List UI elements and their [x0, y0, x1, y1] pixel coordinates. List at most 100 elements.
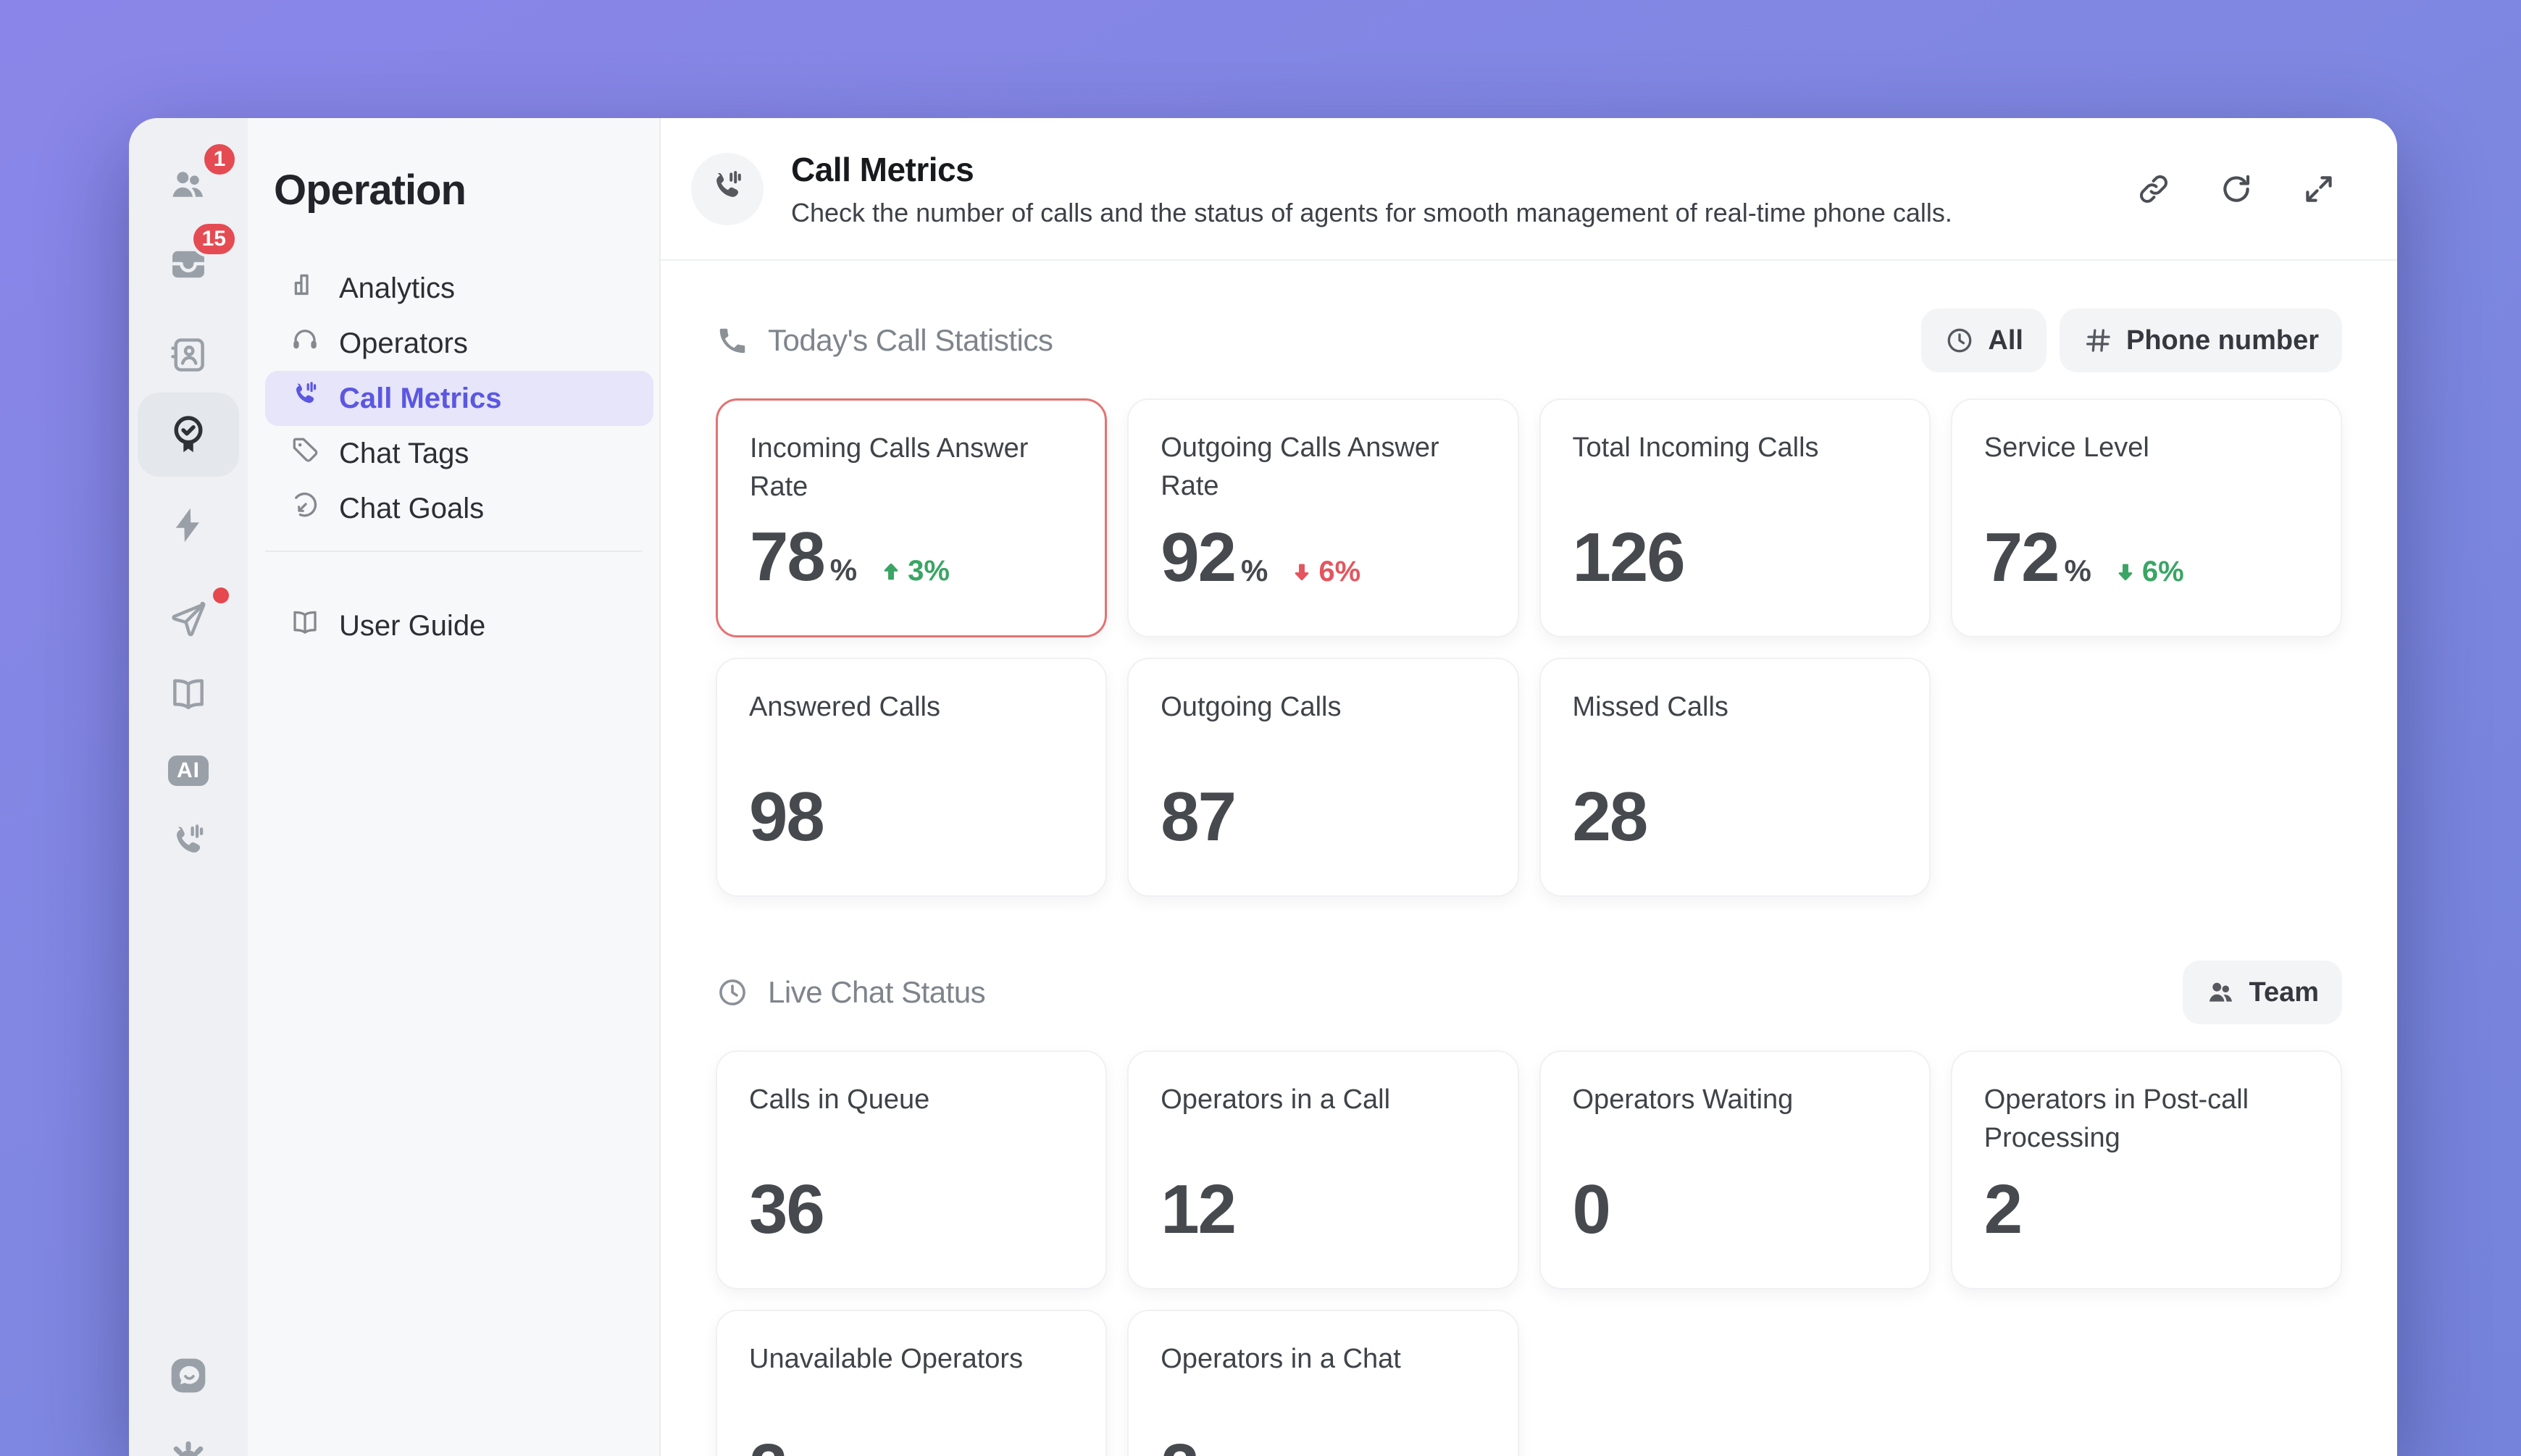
lightning-icon — [168, 505, 209, 545]
menu-footer-list: User Guide — [248, 598, 659, 653]
stat-card-missed-calls[interactable]: Missed Calls 28 — [1539, 658, 1931, 897]
stat-card-unavailable-operators[interactable]: Unavailable Operators 2 — [716, 1310, 1108, 1456]
phone-waves-icon — [290, 380, 320, 417]
rail-item-automation[interactable] — [168, 505, 209, 545]
header-actions — [2136, 172, 2336, 206]
inbox-badge: 15 — [190, 221, 238, 257]
stat-card-operators-in-chat[interactable]: Operators in a Chat 2 — [1127, 1310, 1519, 1456]
stat-card-calls-in-queue[interactable]: Calls in Queue 36 — [716, 1050, 1108, 1289]
phone-waves-icon — [708, 168, 746, 209]
operation-menu: Operation Analytics Operat — [248, 118, 661, 1456]
stat-label: Answered Calls — [749, 692, 940, 722]
rail-item-settings[interactable] — [168, 1441, 209, 1456]
menu-list: Analytics Operators Call Metrics — [248, 261, 659, 536]
award-icon — [166, 412, 211, 457]
filter-label: All — [1988, 325, 2023, 356]
stat-card-outgoing-calls[interactable]: Outgoing Calls 87 — [1127, 658, 1519, 897]
stat-value: 72 % 6% — [1983, 518, 2184, 596]
stat-value: 92 % 6% — [1161, 518, 1361, 596]
main-panel: Call Metrics Check the number of calls a… — [661, 118, 2397, 1456]
analytics-icon — [290, 269, 320, 307]
stat-label: Operators Waiting — [1572, 1084, 1794, 1115]
filter-phone-number-button[interactable]: Phone number — [2059, 309, 2342, 372]
stat-label: Missed Calls — [1572, 692, 1728, 722]
filter-label: Team — [2249, 976, 2319, 1008]
section-today-call-statistics: Today's Call Statistics All Phone number — [716, 309, 2342, 372]
filter-all-button[interactable]: All — [1921, 309, 2047, 372]
section-live-chat-status: Live Chat Status Team — [716, 961, 2342, 1024]
rail-item-contacts[interactable] — [168, 335, 209, 375]
trend-down-icon: 6% — [2113, 556, 2184, 588]
goal-icon — [290, 490, 320, 527]
stat-card-total-incoming[interactable]: Total Incoming Calls 126 — [1539, 398, 1931, 637]
rail-item-app-logo[interactable] — [168, 1355, 209, 1396]
stat-value: 0 — [1572, 1170, 1611, 1248]
refresh-icon[interactable] — [2219, 172, 2254, 206]
menu-item-chat-tags[interactable]: Chat Tags — [265, 426, 653, 481]
page-content: Today's Call Statistics All Phone number — [661, 261, 2397, 1456]
send-icon — [168, 599, 209, 640]
menu-item-label: Chat Goals — [339, 492, 485, 524]
filter-label: Phone number — [2125, 325, 2319, 356]
section-filters: Team — [2182, 961, 2342, 1024]
section-filters: All Phone number — [1921, 309, 2342, 372]
stat-label: Outgoing Calls Answer Rate — [1161, 432, 1439, 502]
clock-icon — [716, 976, 749, 1009]
expand-icon[interactable] — [2301, 172, 2336, 206]
today-call-statistics-cards: Incoming Calls Answer Rate 78 % 3% Outgo… — [716, 398, 2342, 897]
chat-logo-icon — [168, 1355, 209, 1396]
open-book-icon — [290, 607, 320, 645]
copy-link-icon[interactable] — [2136, 172, 2171, 206]
stat-value: 87 — [1161, 777, 1237, 855]
members-badge: 1 — [201, 141, 238, 177]
notification-dot — [213, 587, 229, 603]
stat-card-service-level[interactable]: Service Level 72 % 6% — [1950, 398, 2342, 637]
stat-label: Operators in a Call — [1161, 1084, 1391, 1115]
stat-label: Service Level — [1983, 432, 2149, 463]
stat-card-outgoing-answer-rate[interactable]: Outgoing Calls Answer Rate 92 % 6% — [1127, 398, 1519, 637]
menu-item-label: Call Metrics — [339, 382, 502, 414]
rail-item-members[interactable]: 1 — [168, 141, 238, 205]
stat-label: Unavailable Operators — [749, 1344, 1024, 1374]
rail-item-calls[interactable] — [168, 821, 209, 862]
stat-card-operators-waiting[interactable]: Operators Waiting 0 — [1539, 1050, 1931, 1289]
stat-value: 126 — [1572, 518, 1686, 596]
menu-title: Operation — [274, 167, 467, 214]
handset-icon — [716, 324, 749, 357]
tag-icon — [290, 435, 320, 472]
rail-item-inbox[interactable]: 15 — [168, 221, 238, 285]
live-chat-status-cards: Calls in Queue 36 Operators in a Call 12… — [716, 1050, 2342, 1456]
stat-card-operators-in-call[interactable]: Operators in a Call 12 — [1127, 1050, 1519, 1289]
inbox-icon — [168, 244, 209, 285]
stat-value: 36 — [749, 1170, 825, 1248]
menu-item-user-guide[interactable]: User Guide — [265, 598, 653, 653]
menu-item-analytics[interactable]: Analytics — [265, 261, 653, 316]
stat-value: 12 — [1161, 1170, 1237, 1248]
stat-card-operators-post-call[interactable]: Operators in Post-call Processing 2 — [1950, 1050, 2342, 1289]
rail-item-docs[interactable] — [168, 674, 209, 714]
section-title: Live Chat Status — [768, 975, 986, 1009]
team-icon — [2209, 982, 2232, 1002]
trend-up-icon: 3% — [879, 555, 950, 587]
menu-item-chat-goals[interactable]: Chat Goals — [265, 481, 653, 536]
stat-label: Incoming Calls Answer Rate — [750, 433, 1029, 503]
headset-icon — [290, 325, 320, 362]
stat-card-answered-calls[interactable]: Answered Calls 98 — [716, 658, 1108, 897]
rail-item-ai[interactable]: AI — [168, 750, 209, 791]
stat-label: Operators in Post-call Processing — [1983, 1084, 2249, 1154]
stat-card-incoming-answer-rate[interactable]: Incoming Calls Answer Rate 78 % 3% — [716, 398, 1108, 637]
rail-item-campaigns[interactable] — [168, 587, 229, 640]
book-icon — [168, 674, 209, 714]
page-description: Check the number of calls and the status… — [791, 197, 1952, 227]
menu-item-call-metrics[interactable]: Call Metrics — [265, 371, 653, 426]
stat-label: Operators in a Chat — [1161, 1344, 1401, 1374]
rail-item-quality[interactable] — [138, 393, 239, 477]
filter-team-button[interactable]: Team — [2182, 961, 2342, 1024]
section-title: Today's Call Statistics — [768, 323, 1053, 357]
menu-item-label: Operators — [339, 327, 468, 359]
ai-icon: AI — [168, 756, 209, 786]
menu-item-operators[interactable]: Operators — [265, 316, 653, 371]
stat-value: 98 — [749, 777, 825, 855]
menu-item-label: Analytics — [339, 272, 456, 304]
stat-value: 2 — [749, 1434, 1074, 1456]
